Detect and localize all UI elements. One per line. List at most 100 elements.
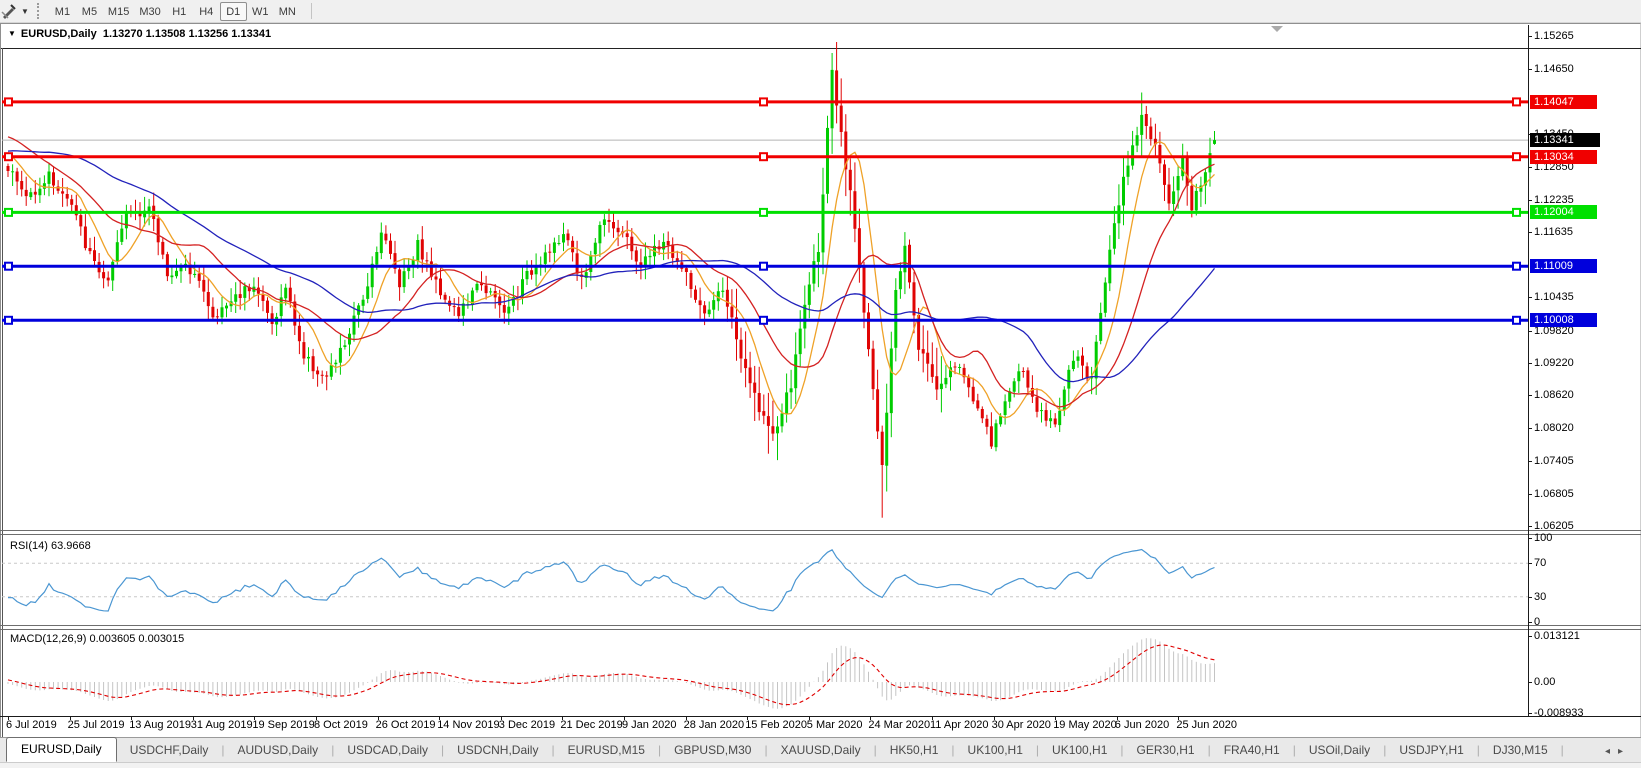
tab-separator: | [1476,743,1480,757]
price-tick-mark [1528,427,1532,429]
level-price-label: 1.13034 [1530,149,1597,164]
tab-separator: | [1035,743,1040,757]
tab-usdcad-daily[interactable]: USDCAD,Daily [347,743,428,757]
tab-uk100-h1[interactable]: UK100,H1 [1052,743,1108,757]
price-tick-label: 1.07405 [1534,455,1574,468]
date-tick-mark [192,716,194,720]
date-tick-label: 6 Jul 2019 [6,719,57,731]
price-axis-divider [1528,25,1529,716]
date-tick-mark [1055,716,1057,720]
tab-usdjpy-h1[interactable]: USDJPY,H1 [1399,743,1464,757]
tab-scroll-left-icon[interactable]: ◂ [1604,746,1618,757]
pane-splitter[interactable] [0,625,1641,626]
tab-dj30-m15[interactable]: DJ30,M15 [1492,743,1548,757]
chart-window [0,23,1641,740]
rsi-tick-label: 70 [1534,557,1547,570]
date-tick-mark [439,716,441,720]
price-tick-mark [1528,69,1532,71]
rsi-tick-mark [1528,563,1532,565]
date-tick-mark [131,716,133,720]
chart-inner-border-left [2,48,3,740]
date-tick-mark [808,716,810,720]
macd-indicator-pane[interactable] [2,630,1528,716]
collapse-icon[interactable]: ▼ [8,29,16,38]
tab-separator: | [551,743,555,757]
macd-tick-label: -0.008933 [1534,707,1584,720]
price-tick-label: 1.06805 [1534,487,1574,500]
timeframe-button-m1[interactable]: M1 [54,5,71,18]
price-tick-label: 1.14650 [1534,63,1574,76]
date-tick-mark [500,716,502,720]
rsi-tick-mark [1528,622,1532,623]
date-tick-label: 31 Aug 2019 [190,719,253,731]
price-tick-mark [1528,493,1532,495]
date-tick-mark [624,716,625,720]
date-tick-label: 28 Jan 2020 [683,719,745,731]
rsi-tick-mark [1528,538,1532,539]
price-tick-label: 1.08620 [1534,389,1574,402]
price-tick-label: 1.12235 [1534,193,1574,206]
date-tick-label: 19 Sep 2019 [252,719,315,731]
date-tick-label: 11 Apr 2020 [930,719,989,731]
tab-gbpusd-m30[interactable]: GBPUSD,M30 [674,743,752,757]
tab-usdcnh-daily[interactable]: USDCNH,Daily [457,743,539,757]
macd-label: MACD(12,26,9) 0.003605 0.003015 [10,633,185,645]
tab-usoil-daily[interactable]: USOil,Daily [1308,743,1371,757]
tab-separator: | [1292,743,1296,757]
date-tick-mark [1116,716,1118,720]
tab-fra40-h1[interactable]: FRA40,H1 [1223,743,1280,757]
tab-xauusd-daily[interactable]: XAUUSD,Daily [780,743,861,757]
timeframe-button-h4[interactable]: H4 [199,5,214,18]
date-tick-mark [747,716,749,720]
tab-separator: | [1120,743,1124,757]
macd-tick-mark [1528,682,1532,683]
date-tick-label: 25 Jun 2020 [1176,719,1237,731]
main-price-chart[interactable] [2,25,1528,530]
tab-eurusd-daily[interactable]: EURUSD,Daily [6,737,117,762]
tab-separator: | [331,743,335,757]
tab-separator: | [221,743,225,757]
macd-tick-mark [1528,636,1532,637]
rsi-tick-label: 0 [1534,616,1541,628]
macd-tick-label: 0.013121 [1534,630,1580,642]
tab-uk100-h1[interactable]: UK100,H1 [967,743,1023,757]
timeframe-button-w1[interactable]: W1 [251,5,269,18]
level-price-label: 1.12004 [1530,205,1597,220]
tool-dropdown-icon[interactable]: ▼ [21,6,29,16]
date-tick-label: 6 Jun 2020 [1114,719,1170,731]
tab-hk50-h1[interactable]: HK50,H1 [889,743,939,757]
current-price-label: 1.13341 [1530,133,1600,148]
tab-usdchf-daily[interactable]: USDCHF,Daily [129,743,209,757]
date-tick-mark [69,716,71,720]
price-tick-label: 1.06205 [1534,520,1574,533]
chart-title: ▼ EURUSD,Daily 1.13270 1.13508 1.13256 1.… [8,28,271,40]
tab-audusd-daily[interactable]: AUDUSD,Daily [237,743,319,757]
cursor-tool-icon[interactable] [1,3,17,19]
timeframe-button-m5[interactable]: M5 [81,5,98,18]
tab-ger30-h1[interactable]: GER30,H1 [1136,743,1195,757]
date-tick-mark [1178,716,1180,720]
date-tick-mark [932,716,933,720]
timeframe-button-d1[interactable]: D1 [219,1,247,21]
rsi-indicator-pane[interactable] [2,535,1528,625]
timeframe-button-h1[interactable]: H1 [172,5,187,18]
pane-splitter[interactable] [0,530,1641,531]
timeframe-button-m30[interactable]: M30 [139,5,161,18]
date-tick-label: 19 May 2020 [1053,719,1117,731]
timeframe-button-mn[interactable]: MN [278,5,296,18]
toolbar: ▼ M1 M5 M15 M30 H1 H4 D1 W1 MN [0,0,1641,23]
date-tick-mark [685,716,687,720]
date-tick-label: 15 Feb 2020 [745,719,807,731]
price-tick-mark [1528,461,1532,463]
tab-eurusd-m15[interactable]: EURUSD,M15 [567,743,645,757]
date-tick-mark [8,716,9,720]
date-tick-mark [562,716,564,720]
price-tick-mark [1528,297,1532,299]
pane-splitter[interactable] [0,629,1641,630]
price-tick-mark [1528,395,1532,397]
tab-scroll-right-icon[interactable]: ▸ [1617,746,1631,757]
chart-inner-border [1,48,1641,49]
date-tick-mark [254,716,256,720]
pane-splitter[interactable] [0,534,1641,535]
timeframe-button-m15[interactable]: M15 [107,5,130,18]
